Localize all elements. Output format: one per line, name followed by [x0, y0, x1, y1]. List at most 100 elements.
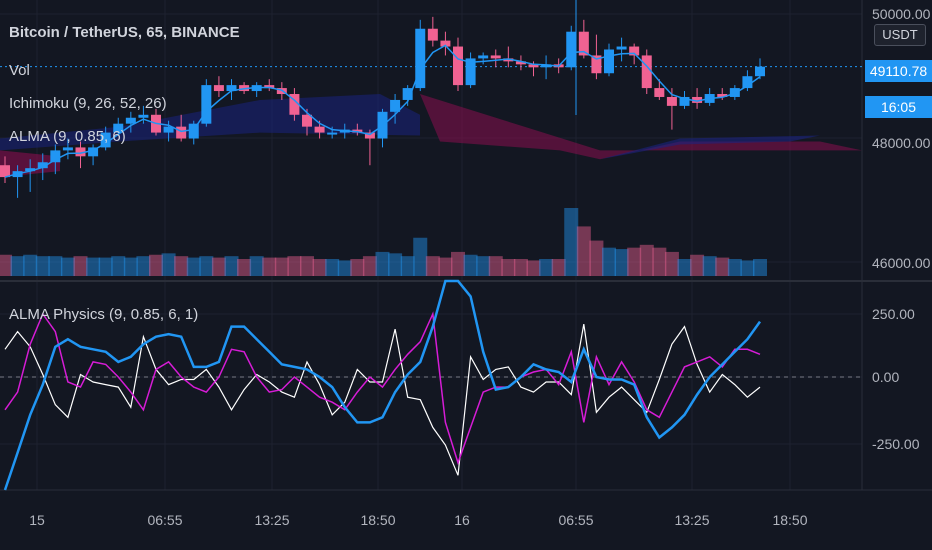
volume-bar [602, 247, 616, 276]
volume-bar [664, 251, 679, 276]
candle-body [415, 28, 426, 89]
volume-bar [715, 257, 730, 276]
indicator-axis-label: 0.00 [872, 369, 899, 385]
volume-bar [211, 257, 226, 276]
volume-bar [690, 254, 705, 276]
volume-bar [287, 256, 302, 276]
candle-body [453, 46, 463, 86]
candle-body [465, 58, 476, 86]
volume-bar [149, 254, 163, 276]
volume-bar [375, 251, 390, 276]
candle-body [742, 76, 753, 89]
legend-vol[interactable]: Vol [9, 62, 30, 79]
volume-bar [98, 257, 113, 276]
volume-bar [388, 253, 403, 276]
candle-body [591, 55, 602, 74]
candle-body [503, 58, 514, 62]
candle-body [50, 150, 61, 163]
volume-bar [161, 253, 176, 276]
volume-bar [300, 256, 314, 276]
time-axis-label: 18:50 [360, 512, 395, 528]
candle-body [402, 88, 413, 100]
volume-bar [111, 256, 126, 276]
volume-bar [438, 257, 453, 276]
candle-body [478, 55, 489, 59]
time-axis-label: 13:25 [674, 512, 709, 528]
volume-bar [86, 257, 101, 276]
volume-bar [249, 256, 264, 276]
candle-body [75, 147, 86, 157]
volume-bar [325, 259, 340, 276]
candle-body [314, 126, 325, 133]
volume-bar [564, 208, 579, 276]
candle-body [717, 94, 728, 97]
candle-body [629, 46, 640, 56]
candle-body [62, 147, 73, 151]
candle-body [666, 96, 677, 106]
volume-bar [73, 256, 88, 276]
volume-bar [526, 260, 541, 276]
volume-bar [753, 259, 767, 276]
candle-body [113, 123, 124, 133]
candle-body [213, 85, 224, 92]
candle-body [390, 99, 401, 112]
volume-bar [425, 256, 440, 276]
candle-body [427, 28, 438, 41]
time-axis-label: 16 [454, 512, 470, 528]
volume-bar [0, 254, 12, 276]
time-axis-label: 18:50 [772, 512, 807, 528]
volume-bar [350, 259, 365, 276]
candle-body [364, 132, 375, 139]
volume-bar [274, 257, 289, 276]
legend-alma-physics[interactable]: ALMA Physics (9, 0.85, 6, 1) [9, 306, 199, 323]
volume-bar [199, 256, 214, 276]
volume-bar [589, 240, 604, 276]
indicator-axis-label: -250.00 [872, 436, 920, 452]
candle-body [692, 96, 703, 103]
legend-ichimoku[interactable]: Ichimoku (9, 26, 52, 26) [9, 95, 167, 112]
candle-body [515, 61, 526, 65]
time-axis-label: 15 [29, 512, 45, 528]
price-axis-label: 46000.00 [872, 255, 931, 271]
candle-body [176, 126, 187, 139]
volume-bar [677, 259, 692, 276]
candle-body [163, 126, 174, 133]
legend-alma[interactable]: ALMA (9, 0.85, 6) [9, 128, 126, 145]
volume-bar [652, 247, 667, 276]
volume-bar [463, 254, 478, 276]
candle-body [566, 31, 577, 68]
volume-bar [10, 256, 25, 276]
candle-body [755, 66, 765, 77]
volume-bar [614, 249, 629, 276]
volume-bar [186, 257, 201, 276]
current-price-tag: 49110.78 [865, 60, 932, 82]
bar-countdown-tag: 16:05 [865, 96, 932, 118]
indicator-axis-label: 250.00 [872, 306, 915, 322]
volume-bar [513, 259, 528, 276]
candle-body [100, 132, 111, 148]
ichimoku-cloud-bull [600, 135, 820, 160]
candle-body [0, 165, 10, 178]
volume-bar [702, 256, 717, 276]
time-axis-label: 13:25 [254, 512, 289, 528]
candle-body [541, 64, 552, 68]
candle-body [25, 168, 36, 172]
candle-body [302, 114, 312, 127]
volume-bar [23, 254, 38, 276]
candle-body [201, 85, 212, 124]
candle-body [37, 162, 48, 169]
volume-bar [123, 257, 138, 276]
alma-line [4, 44, 761, 178]
volume-bar [727, 259, 742, 276]
currency-unit-button[interactable]: USDT [874, 24, 926, 46]
volume-bar [451, 251, 465, 276]
physics-series-magenta [4, 311, 761, 466]
volume-bar [48, 256, 63, 276]
candle-body [440, 40, 451, 47]
price-axis-label: 50000.00 [872, 6, 931, 22]
legend-symbol[interactable]: Bitcoin / TetherUS, 65, BINANCE [9, 24, 240, 41]
volume-bar [639, 244, 654, 276]
